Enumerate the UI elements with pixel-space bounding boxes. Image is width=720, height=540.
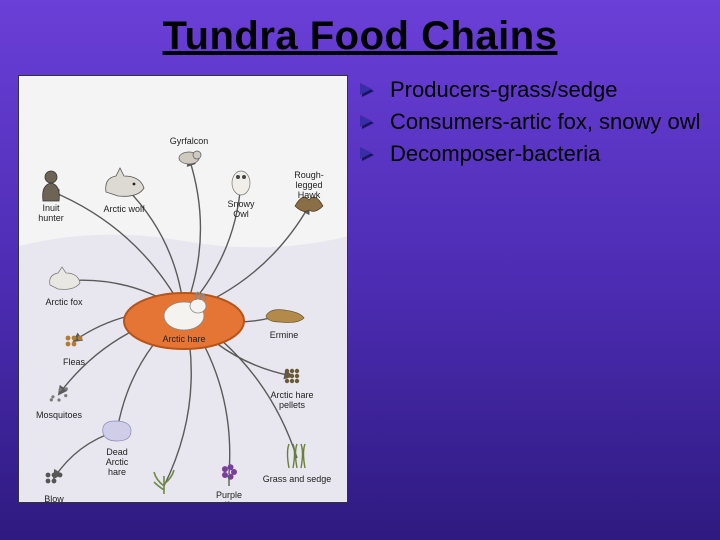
bullet-list: Producers-grass/sedge Consumers-artic fo… bbox=[360, 76, 706, 172]
svg-text:Rough-: Rough- bbox=[294, 170, 324, 180]
bullet-item: Consumers-artic fox, snowy owl bbox=[360, 108, 706, 136]
bullet-text: Decomposer-bacteria bbox=[390, 140, 706, 168]
svg-text:Inuit: Inuit bbox=[42, 203, 60, 213]
bullet-text: Producers-grass/sedge bbox=[390, 76, 706, 104]
svg-text:Fleas: Fleas bbox=[63, 357, 86, 367]
svg-text:Snowy: Snowy bbox=[227, 199, 255, 209]
svg-text:pellets: pellets bbox=[279, 400, 306, 410]
svg-text:Arctic fox: Arctic fox bbox=[45, 297, 83, 307]
svg-text:Arctic hare: Arctic hare bbox=[270, 390, 313, 400]
svg-text:hunter: hunter bbox=[38, 213, 64, 223]
bullet-item: Decomposer-bacteria bbox=[360, 140, 706, 168]
svg-text:Dead: Dead bbox=[106, 447, 128, 457]
svg-text:Arctic: Arctic bbox=[106, 457, 129, 467]
svg-text:Owl: Owl bbox=[233, 209, 249, 219]
svg-text:Purple: Purple bbox=[216, 490, 242, 500]
svg-text:Arctic wolf: Arctic wolf bbox=[103, 204, 145, 214]
svg-text:Hawk: Hawk bbox=[298, 190, 321, 200]
svg-text:Ermine: Ermine bbox=[270, 330, 299, 340]
svg-text:Mosquitoes: Mosquitoes bbox=[36, 410, 83, 420]
svg-text:Gyrfalcon: Gyrfalcon bbox=[170, 136, 209, 146]
svg-text:Grass and sedge: Grass and sedge bbox=[263, 474, 332, 484]
svg-text:legged: legged bbox=[295, 180, 322, 190]
svg-text:Arctic hare: Arctic hare bbox=[162, 334, 205, 344]
food-web-illustration: Inuithunter Arctic wolf Gyrfalcon SnowyOwl R… bbox=[18, 75, 348, 503]
svg-text:saxifrage: saxifrage bbox=[211, 500, 248, 503]
bullet-marker-icon bbox=[360, 115, 378, 133]
bullet-item: Producers-grass/sedge bbox=[360, 76, 706, 104]
svg-text:Arctic: Arctic bbox=[153, 502, 176, 503]
bullet-marker-icon bbox=[360, 147, 378, 165]
svg-text:Blow: Blow bbox=[44, 494, 64, 503]
slide: Tundra Food Chains Inuithunter Arctic wol… bbox=[0, 0, 720, 540]
svg-text:hare: hare bbox=[108, 467, 126, 477]
bullet-text: Consumers-artic fox, snowy owl bbox=[390, 108, 706, 136]
slide-title: Tundra Food Chains bbox=[0, 14, 720, 59]
bullet-marker-icon bbox=[360, 83, 378, 101]
